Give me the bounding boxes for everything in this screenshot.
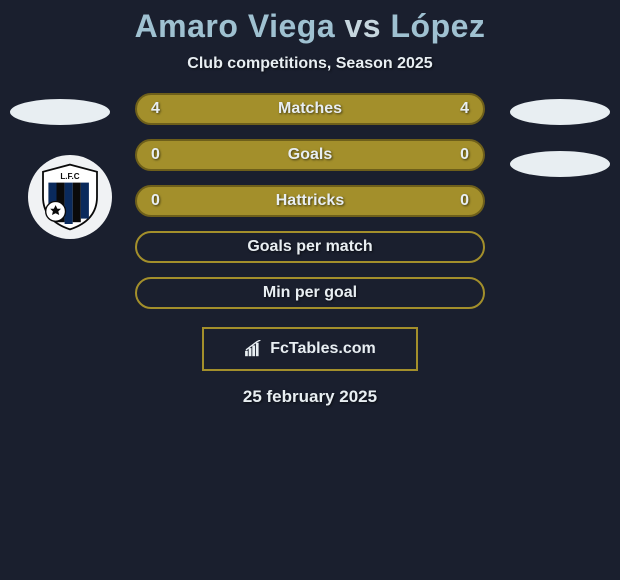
stat-left-value: 4 [151,100,160,118]
stat-row-matches: 4 Matches 4 [135,93,485,125]
stat-label: Matches [278,100,342,118]
stat-rows: 4 Matches 4 0 Goals 0 0 Hattricks 0 Goal… [135,93,485,309]
svg-text:L.F.C: L.F.C [60,172,79,181]
stat-label: Hattricks [276,192,344,210]
shield-icon: L.F.C [34,161,106,233]
subtitle: Club competitions, Season 2025 [0,55,620,73]
stat-right-value: 4 [460,100,469,118]
stat-left-value: 0 [151,192,160,210]
stat-label: Goals per match [247,238,372,256]
stat-row-min-per-goal: Min per goal [135,277,485,309]
vs-label: vs [345,8,382,44]
page-title: Amaro Viega vs López [0,8,620,45]
brand-badge[interactable]: FcTables.com [202,327,418,371]
date-label: 25 february 2025 [0,387,620,407]
club-logo: L.F.C [28,155,112,239]
stat-label: Goals [288,146,332,164]
player2-team-badge-2 [510,151,610,177]
stat-left-value: 0 [151,146,160,164]
stats-area: L.F.C 4 Matches 4 0 Goals 0 [0,93,620,407]
stat-right-value: 0 [460,146,469,164]
brand-text: FcTables.com [270,340,376,358]
comparison-card: Amaro Viega vs López Club competitions, … [0,0,620,407]
player1-team-badge [10,99,110,125]
player2-name: López [390,8,485,44]
stat-row-hattricks: 0 Hattricks 0 [135,185,485,217]
stat-row-goals-per-match: Goals per match [135,231,485,263]
stat-label: Min per goal [263,284,357,302]
player2-team-badge [510,99,610,125]
player1-name: Amaro Viega [135,8,336,44]
stat-right-value: 0 [460,192,469,210]
stat-row-goals: 0 Goals 0 [135,139,485,171]
bar-chart-icon [244,340,266,358]
